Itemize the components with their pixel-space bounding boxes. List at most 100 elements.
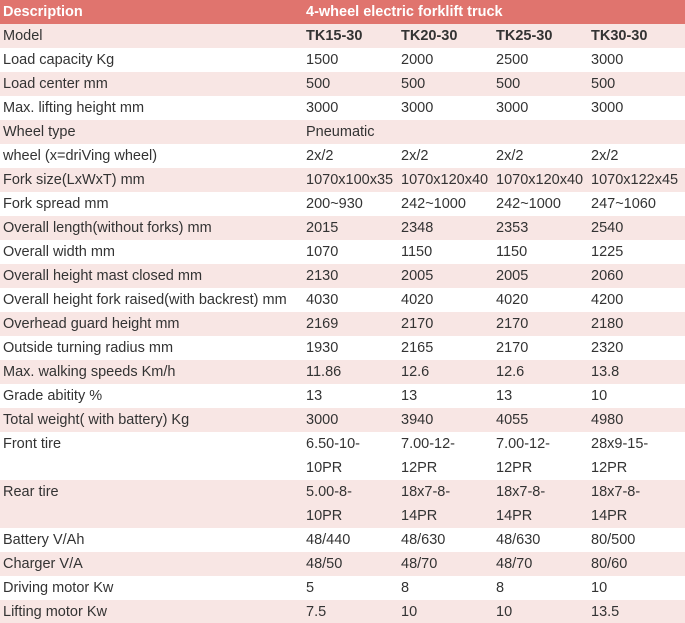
cell-value: 2005 <box>496 268 529 284</box>
cell-value: 18x7-8-14PR <box>401 484 451 524</box>
cell-value: 1150 <box>496 244 528 260</box>
cell-value: 13.8 <box>591 364 620 380</box>
cell-value: 4200 <box>591 292 624 308</box>
cell-value: 48/630 <box>401 532 446 548</box>
cell-value: 10 <box>591 388 608 404</box>
cell-value: 3000 <box>591 100 624 116</box>
cell-value: 3000 <box>591 52 624 68</box>
cell-value: 1150 <box>401 244 433 260</box>
table-row: Fork spread mm 200~930 242~1000 242~1000 247… <box>0 192 685 216</box>
cell-value: 500 <box>401 76 426 92</box>
cell-value: 2353 <box>496 220 529 236</box>
cell-value: 28x9-15-12PR <box>591 436 649 476</box>
cell-value: 2015 <box>306 220 339 236</box>
cell-value: 2170 <box>401 316 434 332</box>
cell-value: 500 <box>496 76 521 92</box>
cell-value: 2180 <box>591 316 624 332</box>
cell-value: 8 <box>496 580 505 596</box>
table-row: Front tire 6.50-10-10PR 7.00-12-12PR 7.00-1… <box>0 432 685 480</box>
row-label: Driving motor Kw <box>3 580 114 596</box>
header-row: Description 4-wheel electric forklift tru… <box>0 0 685 24</box>
cell-value: 2x/2 <box>401 148 429 164</box>
cell-value: 13.5 <box>591 604 620 620</box>
cell-value: 13 <box>496 388 513 404</box>
table-row: Rear tire 5.00-8-10PR 18x7-8-14PR 18x7-8-14… <box>0 480 685 528</box>
cell-value: 4020 <box>401 292 434 308</box>
table-row: Battery V/Ah 48/440 48/630 48/630 80/500 <box>0 528 685 552</box>
table-row: Wheel type Pneumatic <box>0 120 685 144</box>
row-label: Overall height mast closed mm <box>3 268 203 284</box>
table-row: Overall length(without forks) mm 2015 2348… <box>0 216 685 240</box>
cell-value: 5 <box>306 580 315 596</box>
table-row: Load center mm 500 500 500 500 <box>0 72 685 96</box>
cell-value: 48/440 <box>306 532 351 548</box>
row-label: Max. lifting height mm <box>3 100 145 116</box>
cell-value: 12.6 <box>401 364 430 380</box>
cell-value: 3940 <box>401 412 434 428</box>
row-label: Model <box>3 28 43 44</box>
row-label: Overhead guard height mm <box>3 316 180 332</box>
table-row: Lifting motor Kw 7.5 10 10 13.5 <box>0 600 685 623</box>
table-row: Overall height fork raised(with backrest… <box>0 288 685 312</box>
cell-value: 1070x120x40 <box>496 172 584 188</box>
cell-value: 1070 <box>306 244 339 260</box>
row-label: Rear tire <box>3 484 59 500</box>
cell-value: 48/50 <box>306 556 343 572</box>
table-row: Total weight( with battery) Kg 3000 3940 40… <box>0 408 685 432</box>
row-label: Max. walking speeds Km/h <box>3 364 176 380</box>
cell-value: 4020 <box>496 292 529 308</box>
cell-value: 500 <box>591 76 616 92</box>
cell-value: 247~1060 <box>591 196 656 212</box>
table-row: Overhead guard height mm 2169 2170 2170 2180 <box>0 312 685 336</box>
cell-value: 3000 <box>496 100 529 116</box>
cell-value: 80/500 <box>591 532 636 548</box>
table-row: wheel (x=driVing wheel) 2x/2 2x/2 2x/2 2x/2 <box>0 144 685 168</box>
row-label: Total weight( with battery) Kg <box>3 412 190 428</box>
cell-value: 1500 <box>306 52 339 68</box>
cell-value: 13 <box>401 388 418 404</box>
table-row: Grade abitity % 13 13 13 10 <box>0 384 685 408</box>
row-label: Battery V/Ah <box>3 532 85 548</box>
table-row: Driving motor Kw 5 8 8 10 <box>0 576 685 600</box>
cell-value: 242~1000 <box>496 196 561 212</box>
cell-value: TK15-30 <box>306 28 363 44</box>
cell-value: 2170 <box>496 340 529 356</box>
cell-value: 13 <box>306 388 323 404</box>
table-row: Max. walking speeds Km/h 11.86 12.6 12.6 13.… <box>0 360 685 384</box>
cell-value: 3000 <box>306 412 339 428</box>
cell-value: 7.00-12-12PR <box>496 436 551 476</box>
row-label: wheel (x=driVing wheel) <box>3 148 158 164</box>
cell-value: 4980 <box>591 412 624 428</box>
cell-value: 2x/2 <box>591 148 619 164</box>
cell-value: 7.5 <box>306 604 327 620</box>
cell-value: 2005 <box>401 268 434 284</box>
cell-value: 10 <box>496 604 513 620</box>
cell-value: 2130 <box>306 268 339 284</box>
cell-value: 18x7-8-14PR <box>591 484 641 524</box>
cell-value: 48/70 <box>401 556 438 572</box>
cell-value: 4055 <box>496 412 529 428</box>
cell-value: 8 <box>401 580 410 596</box>
cell-value: 7.00-12-12PR <box>401 436 456 476</box>
row-label: Overall height fork raised(with backrest… <box>3 292 287 308</box>
header-cell: 4-wheel electric forklift truck <box>306 4 503 20</box>
cell-value: 1930 <box>306 340 339 356</box>
cell-value: 6.50-10-10PR <box>306 436 361 476</box>
cell-value: 1070x122x45 <box>591 172 679 188</box>
cell-value: 2060 <box>591 268 624 284</box>
row-label: Fork size(LxWxT) mm <box>3 172 145 188</box>
table-row: Outside turning radius mm 1930 2165 2170 232… <box>0 336 685 360</box>
table-row: Max. lifting height mm 3000 3000 3000 3000 <box>0 96 685 120</box>
cell-value: 200~930 <box>306 196 363 212</box>
cell-value: 2000 <box>401 52 434 68</box>
cell-value: 18x7-8-14PR <box>496 484 546 524</box>
cell-value: 1225 <box>591 244 624 260</box>
row-label: Outside turning radius mm <box>3 340 174 356</box>
row-label: Charger V/A <box>3 556 83 572</box>
cell-value: 5.00-8-10PR <box>306 484 352 524</box>
row-label: Load center mm <box>3 76 108 92</box>
cell-value: 1070x120x40 <box>401 172 489 188</box>
cell-value: 11.86 <box>306 364 342 380</box>
cell-value: TK25-30 <box>496 28 553 44</box>
